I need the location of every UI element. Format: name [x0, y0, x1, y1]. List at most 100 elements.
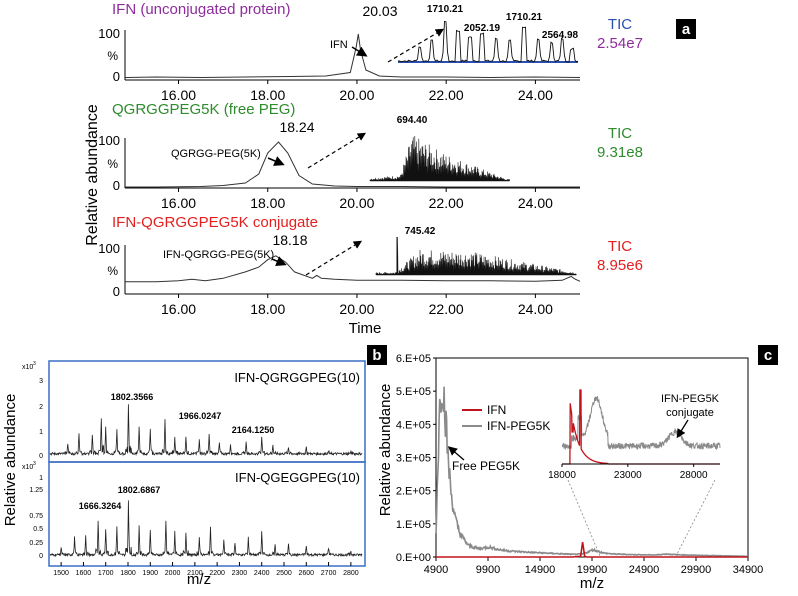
row1-tic-value: 2.54e7 [597, 35, 643, 52]
panel-a-label-box [676, 19, 696, 39]
panel-c: c Relative abundance m/z 6.E+05 5.E+05 4.E… [377, 345, 778, 592]
row1-ytick-0: 0 [113, 69, 120, 84]
row2-tic-trace [125, 141, 580, 188]
b-xtick-label: 2100 [187, 570, 203, 577]
b-bot-ytick-05: 0.5 [33, 526, 43, 533]
panel-c-frame [435, 357, 749, 558]
b-bottom-spectrum [49, 500, 363, 558]
b-bot-peak-1: 1666.3264 [79, 501, 122, 511]
panel-a-row-3: IFN-QGRGGPEG5K conjugate TIC 8.95e6 100 … [98, 214, 643, 317]
c-ytick-label: 0.E+00 [396, 552, 431, 564]
c-ytick-label: 5.E+05 [396, 386, 431, 398]
panel-a-xlabel: Time [349, 320, 382, 337]
c-ytick-label: 1.E+05 [396, 519, 431, 531]
row2-xtick-label: 18.00 [250, 195, 285, 211]
b-xtick-label: 2300 [232, 570, 248, 577]
row2-tic-label: TIC [608, 125, 632, 142]
b-top-peak-3: 2164.1250 [232, 425, 275, 435]
panel-c-yticks: 6.E+05 5.E+05 4.E+05 3.E+05 2.E+05 1.E+05 0.E+… [396, 353, 436, 564]
c-xtick-label: 4900 [424, 564, 448, 576]
b-xtick-label: 2700 [321, 570, 337, 577]
panel-b-xlabel: m/z [187, 571, 211, 588]
row3-xtick-label: 24.00 [518, 301, 553, 317]
row1-xtick-label: 18.00 [250, 87, 285, 103]
panel-c-label-box [758, 345, 778, 365]
row1-peak-label: 20.03 [362, 3, 397, 19]
row1-arrow-label: IFN [330, 39, 348, 51]
b-top-peak-1: 1802.3566 [111, 392, 154, 402]
row2-title: QGRGGPEG5K (free PEG) [112, 101, 295, 118]
b-top-peak-2: 1966.0247 [179, 411, 222, 421]
row2-xtick-label: 16.00 [161, 195, 196, 211]
row2-ytick-100: 100 [98, 133, 120, 148]
row1-inset-label-1: 1710.21 [427, 4, 464, 15]
panel-c-xlabel: m/z [580, 575, 604, 592]
panel-c-inset: 18000 23000 28000 IFN-PEG5K conjugate [548, 389, 721, 557]
b-top-ytick-3: 3 [39, 378, 43, 385]
panel-b-ylabel: Relative abundance [2, 394, 19, 527]
row2-ms-inset [369, 135, 510, 182]
row3-tic-trace [125, 255, 581, 283]
b-top-spectrum [49, 404, 363, 457]
row2-xtick-label: 22.00 [429, 195, 464, 211]
b-xtick-label: 1500 [53, 570, 69, 577]
row2-xtick-label: 24.00 [518, 195, 553, 211]
row2-xtick-label: 20.00 [339, 195, 374, 211]
row1-dashed-arrow [387, 28, 445, 63]
panel-a: a Relative abundance Time IFN (unconjuga… [84, 1, 696, 337]
b-top-ytick-1: 1 [39, 429, 43, 436]
row1-ms-inset [397, 20, 579, 63]
row1-tic-label: TIC [608, 16, 632, 33]
b-top-ytick-2: 2 [39, 404, 43, 411]
c-legend-peg-label: IFN-PEG5K [487, 419, 550, 433]
b-top-scale: x10 [22, 364, 33, 371]
c-inset-xtick-label: 23000 [614, 470, 642, 481]
panel-c-ylabel: Relative abundance [377, 384, 394, 517]
row2-ytick-pct: % [107, 157, 118, 171]
b-xtick-label: 1700 [98, 570, 114, 577]
b-bot-peak-2: 1802.6867 [118, 485, 161, 495]
panel-a-row-1: IFN (unconjugated protein) TIC 2.54e7 10… [98, 1, 643, 103]
row1-ytick-100: 100 [98, 26, 120, 41]
c-annotation-free-peg: Free PEG5K [452, 459, 520, 473]
b-xtick-label: 2400 [254, 570, 270, 577]
row2-peak-arrow [267, 156, 285, 166]
c-xtick-label: 24900 [629, 564, 660, 576]
c-inset-xticks: 18000 23000 28000 [548, 464, 708, 481]
b-bot-ytick-025: 0.25 [29, 540, 43, 547]
row2-dashed-arrow [307, 132, 367, 169]
c-xtick-label: 19900 [577, 564, 608, 576]
row2-arrow-label: QGRGG-PEG(5K) [171, 148, 261, 160]
row3-peak-label: 18.18 [272, 232, 307, 248]
row3-xtick-label: 22.00 [429, 301, 464, 317]
c-free-peg-arrow [448, 446, 465, 461]
c-ifn-trace [436, 541, 748, 558]
panel-c-label: c [764, 347, 772, 364]
b-bot-ytick-1: 1 [39, 475, 43, 482]
row3-xticks: 16.00 18.00 20.00 22.00 24.00 [161, 294, 553, 317]
row1-inset-spectrum [397, 20, 579, 63]
row3-tic-value: 8.95e6 [597, 257, 643, 274]
c-xtick-label: 9900 [476, 564, 500, 576]
row2-peak-label: 18.24 [279, 119, 314, 135]
b-bot-ytick-075: 0.75 [29, 513, 43, 520]
c-annotation-conj-2: conjugate [666, 407, 714, 419]
b-xtick-label: 2200 [209, 570, 225, 577]
row3-arrow-label: IFN-QGRGG-PEG(5K) [163, 249, 274, 261]
c-ytick-label: 2.E+05 [396, 486, 431, 498]
panel-b: b Relative abundance m/z x10 3 3 2 1 0 I… [2, 345, 387, 588]
c-ytick-label: 3.E+05 [396, 453, 431, 465]
c-xtick-label: 29900 [681, 564, 712, 576]
b-top-scale-exp: 3 [33, 361, 36, 367]
row3-ms-inset [375, 236, 577, 276]
c-legend-ifn-label: IFN [487, 403, 506, 417]
row3-dashed-arrow [305, 240, 363, 276]
c-ifn-peg5k-trace [435, 386, 749, 558]
b-xtick-label: 1600 [76, 570, 92, 577]
b-xtick-label: 2800 [343, 570, 359, 577]
b-bot-title: IFN-QGEGGPEG(10) [235, 470, 360, 485]
row1-inset-label-3: 1710.21 [506, 12, 543, 23]
row3-xtick-label: 16.00 [161, 301, 196, 317]
row1-xtick-label: 20.00 [339, 87, 374, 103]
